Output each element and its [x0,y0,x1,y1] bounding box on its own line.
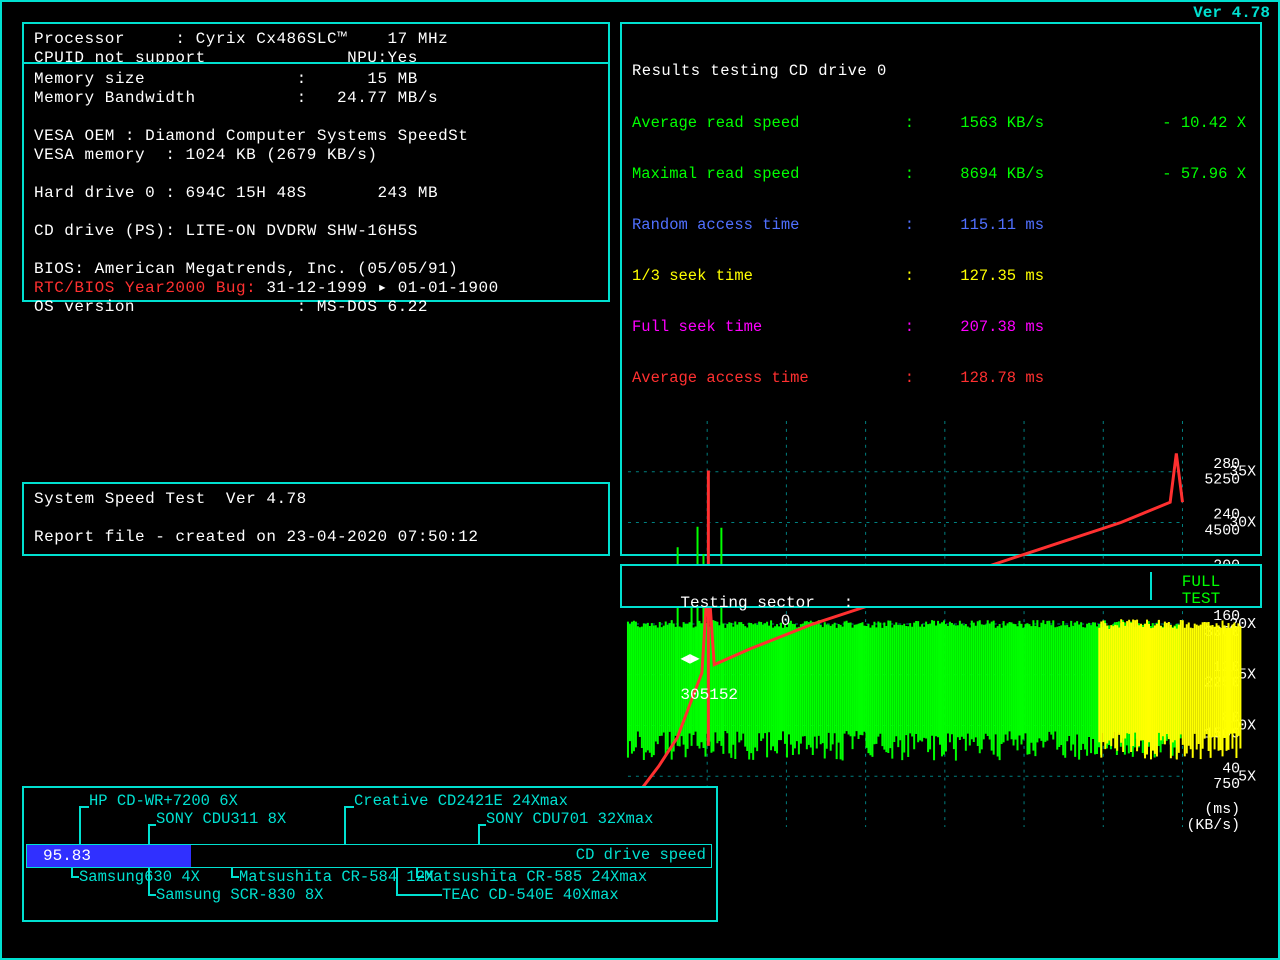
benchmark-ref-bottom: Samsung630 4X [79,868,200,886]
mem-size: Memory size : 15 MB [34,70,598,89]
version-label: Ver 4.78 [1193,4,1270,22]
chart-panel: Results testing CD drive 0 Average read … [620,22,1262,556]
avg-read-row: Average read speed: 1563 KB/s - 10.42 X [632,115,1250,132]
seekfull-row: Full seek time: 207.38 ms [632,319,1250,336]
results-title: Results testing CD drive 0 [632,62,1250,81]
benchmark-panel: 95.83CD drive speedHP CD-WR+7200 6XSONY … [22,786,718,922]
sector-total: 305152 [680,686,738,704]
sector-arrows-icon[interactable]: ◀▶ [680,650,699,668]
benchmark-ref-bottom: Matsushita CR-584 12X [239,868,434,886]
svg-text:750: 750 [1213,777,1240,793]
benchmark-ref-top: SONY CDU311 8X [156,810,286,828]
svg-text:5X: 5X [1238,769,1256,785]
results-header: Results testing CD drive 0 Average read … [622,24,1260,421]
rtc-line: RTC/BIOS Year2000 Bug: 31-12-1999 ▸ 01-0… [34,279,598,298]
sector-label: Testing sector : [680,594,853,612]
cpu-line: Processor : Cyrix Cx486SLC™ 17 MHz [34,30,598,49]
avg-access-row: Average access time: 128.78 ms [632,370,1250,387]
mem-bw: Memory Bandwidth : 24.77 MB/s [34,89,598,108]
bios-line: BIOS: American Megatrends, Inc. (05/05/9… [34,260,598,279]
max-read-row: Maximal read speed: 8694 KB/s - 57.96 X [632,166,1250,183]
report-panel: System Speed Test Ver 4.78 Report file -… [22,482,610,556]
sector-current: 0 [680,612,790,630]
benchmark-ref-bottom: Samsung SCR-830 8X [156,886,323,904]
benchmark-title: CD drive speed [576,846,706,864]
full-test-button[interactable]: FULLTEST [1150,572,1250,600]
svg-text:35X: 35X [1229,465,1256,481]
random-access-row: Random access time: 115.11 ms [632,217,1250,234]
report-file: Report file - created on 23-04-2020 07:5… [34,528,598,547]
vesa-oem: VESA OEM : Diamond Computer Systems Spee… [34,127,598,146]
report-title: System Speed Test Ver 4.78 [34,490,598,509]
os-line: OS version : MS-DOS 6.22 [34,298,598,317]
vesa-mem: VESA memory : 1024 KB (2679 KB/s) [34,146,598,165]
cpu-panel: Processor : Cyrix Cx486SLC™ 17 MHz CPUID… [22,22,610,64]
benchmark-ref-top: Creative CD2421E 24Xmax [354,792,568,810]
sysinfo-panel: Memory size : 15 MB Memory Bandwidth : 2… [22,62,610,302]
benchmark-ref-top: SONY CDU701 32Xmax [486,810,653,828]
benchmark-ref-top: HP CD-WR+7200 6X [89,792,238,810]
status-bar: Testing sector : 0 ◀▶ 305152 FULLTEST [620,564,1262,608]
seek13-row: 1/3 seek time: 127.35 ms [632,268,1250,285]
cd-line: CD drive (PS): LITE-ON DVDRW SHW-16H5S [34,222,598,241]
benchmark-ref-bottom: Matsushita CR-585 24Xmax [424,868,647,886]
hdd-line: Hard drive 0 : 694C 15H 48S 243 MB [34,184,598,203]
svg-text:30X: 30X [1229,515,1256,531]
svg-text:(ms): (ms) [1204,802,1240,818]
benchmark-value: 95.83 [27,845,191,867]
svg-text:(KB/s): (KB/s) [1186,818,1240,833]
benchmark-ref-bottom: TEAC CD-540E 40Xmax [442,886,619,904]
